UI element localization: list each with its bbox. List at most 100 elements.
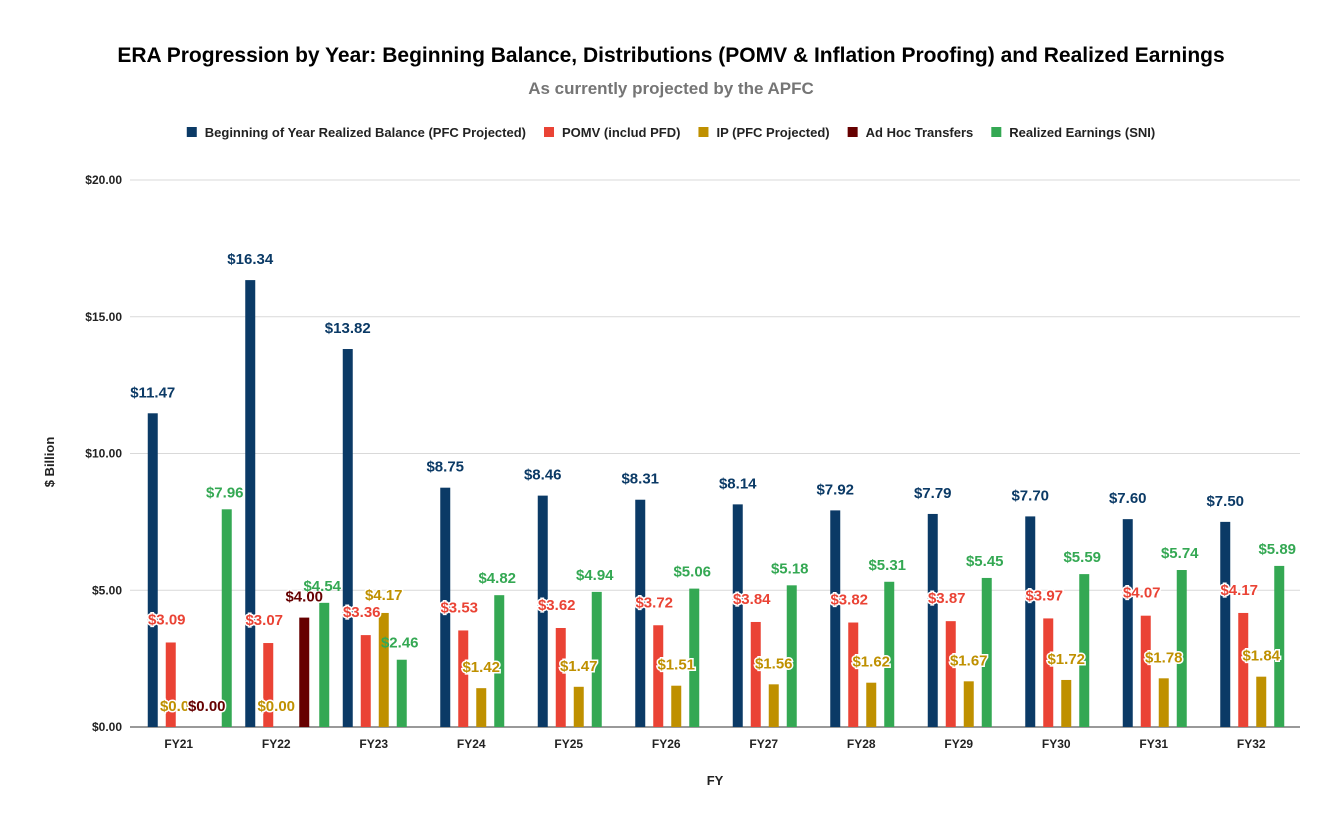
bar-2-FY24 [476, 688, 487, 727]
y-tick-label: $15.00 [85, 310, 122, 324]
x-tick-label: FY28 [847, 737, 876, 751]
bar-0-FY30 [1025, 516, 1036, 727]
data-label-0-FY23: $13.82 [325, 320, 371, 337]
legend-swatch [847, 127, 858, 137]
bar-0-FY31 [1122, 519, 1133, 727]
data-label-2-FY24: $1.42 [462, 659, 500, 676]
bar-0-FY23 [342, 349, 353, 727]
bar-0-FY32 [1220, 521, 1231, 727]
bar-4-FY31 [1176, 570, 1187, 727]
data-label-4-FY23: $2.46 [381, 635, 419, 652]
legend-label: Beginning of Year Realized Balance (PFC … [205, 125, 526, 140]
data-label-1-FY26: $3.72 [635, 594, 673, 611]
data-label-0-FY26: $8.31 [621, 471, 659, 488]
data-label-0-FY30: $7.70 [1011, 487, 1049, 504]
data-label-0-FY25: $8.46 [524, 467, 562, 484]
legend-swatch [186, 127, 197, 137]
x-tick-label: FY26 [652, 737, 681, 751]
bar-1-FY31 [1140, 615, 1151, 727]
legend-item: Realized Earnings (SNI) [991, 125, 1155, 140]
y-tick-label: $10.00 [85, 447, 122, 461]
data-labels: $11.47$3.09$0.00$0.00$7.96$16.34$3.07$0.… [130, 251, 1296, 716]
bar-2-FY32 [1256, 676, 1267, 727]
data-label-0-FY28: $7.92 [816, 481, 854, 498]
bar-4-FY27 [786, 585, 797, 727]
legend-item: IP (PFC Projected) [698, 125, 830, 140]
legend-label: Ad Hoc Transfers [866, 125, 974, 140]
data-label-2-FY23: $4.17 [365, 587, 403, 604]
x-tick-label: FY24 [457, 737, 486, 751]
bar-1-FY26 [653, 625, 664, 727]
data-label-4-FY32: $5.89 [1258, 541, 1296, 558]
data-label-4-FY30: $5.59 [1063, 549, 1101, 566]
data-label-0-FY24: $8.75 [426, 459, 464, 476]
data-label-2-FY27: $1.56 [755, 655, 793, 672]
data-label-4-FY26: $5.06 [673, 564, 711, 581]
bar-1-FY23 [360, 635, 371, 727]
data-label-1-FY23: $3.36 [343, 604, 381, 621]
legend-item: Beginning of Year Realized Balance (PFC … [186, 125, 526, 140]
data-label-2-FY22: $0.00 [257, 698, 295, 715]
data-label-4-FY21: $7.96 [206, 484, 244, 501]
legend: Beginning of Year Realized Balance (PFC … [186, 125, 1155, 140]
data-label-4-FY22: $4.54 [303, 578, 341, 595]
bar-1-FY22 [263, 643, 274, 727]
data-label-2-FY26: $1.51 [657, 657, 695, 674]
y-tick-label: $20.00 [85, 173, 122, 187]
bar-1-FY32 [1238, 612, 1249, 727]
x-tick-label: FY27 [749, 737, 778, 751]
grid-lines [130, 179, 1300, 728]
legend-label: IP (PFC Projected) [716, 125, 829, 140]
bar-1-FY21 [165, 642, 176, 727]
x-tick-label: FY29 [944, 737, 973, 751]
bar-4-FY30 [1079, 574, 1090, 727]
x-tick-label: FY30 [1042, 737, 1071, 751]
data-label-1-FY27: $3.84 [733, 591, 771, 608]
data-label-4-FY29: $5.45 [966, 553, 1004, 570]
data-label-1-FY24: $3.53 [440, 599, 478, 616]
data-label-2-FY25: $1.47 [560, 658, 598, 675]
legend-label: POMV (includ PFD) [562, 125, 680, 140]
chart-title: ERA Progression by Year: Beginning Balan… [117, 44, 1224, 67]
legend-item: POMV (includ PFD) [544, 125, 680, 140]
bar-1-FY30 [1043, 618, 1054, 727]
bar-1-FY29 [945, 621, 956, 727]
bar-3-FY22 [299, 617, 310, 727]
data-label-1-FY21: $3.09 [148, 611, 186, 628]
data-label-0-FY27: $8.14 [719, 475, 757, 492]
bar-0-FY27 [732, 504, 743, 727]
bar-4-FY23 [396, 659, 407, 727]
bar-4-FY28 [884, 581, 895, 727]
x-tick-label: FY25 [554, 737, 583, 751]
bar-1-FY28 [848, 622, 859, 727]
data-label-0-FY21: $11.47 [130, 384, 175, 401]
data-label-1-FY32: $4.17 [1220, 582, 1258, 599]
bar-2-FY23 [378, 612, 389, 727]
data-label-3-FY21: $0.00 [188, 698, 226, 715]
legend-label: Realized Earnings (SNI) [1009, 125, 1155, 140]
bar-4-FY24 [494, 595, 505, 727]
bar-2-FY27 [768, 684, 779, 727]
data-label-1-FY31: $4.07 [1123, 585, 1161, 602]
bar-4-FY21 [221, 509, 232, 727]
data-label-4-FY31: $5.74 [1161, 545, 1199, 562]
bar-2-FY25 [573, 686, 584, 727]
data-label-4-FY28: $5.31 [868, 557, 906, 574]
x-tick-label: FY32 [1237, 737, 1266, 751]
bar-4-FY26 [689, 588, 700, 727]
legend-swatch [991, 127, 1002, 137]
data-label-0-FY31: $7.60 [1109, 490, 1147, 507]
legend-item: Ad Hoc Transfers [847, 125, 974, 140]
x-tick-label: FY31 [1139, 737, 1168, 751]
bar-2-FY29 [963, 681, 974, 727]
x-tick-label: FY22 [262, 737, 291, 751]
x-tick-label: FY21 [164, 737, 193, 751]
data-label-2-FY21: $0.00 [160, 698, 198, 715]
data-label-1-FY28: $3.82 [830, 592, 868, 609]
data-label-2-FY28: $1.62 [852, 654, 890, 671]
data-label-1-FY30: $3.97 [1025, 587, 1063, 604]
bar-2-FY30 [1061, 679, 1072, 727]
x-tick-label: FY23 [359, 737, 388, 751]
data-label-0-FY29: $7.79 [914, 485, 952, 502]
bar-2-FY31 [1158, 678, 1169, 727]
